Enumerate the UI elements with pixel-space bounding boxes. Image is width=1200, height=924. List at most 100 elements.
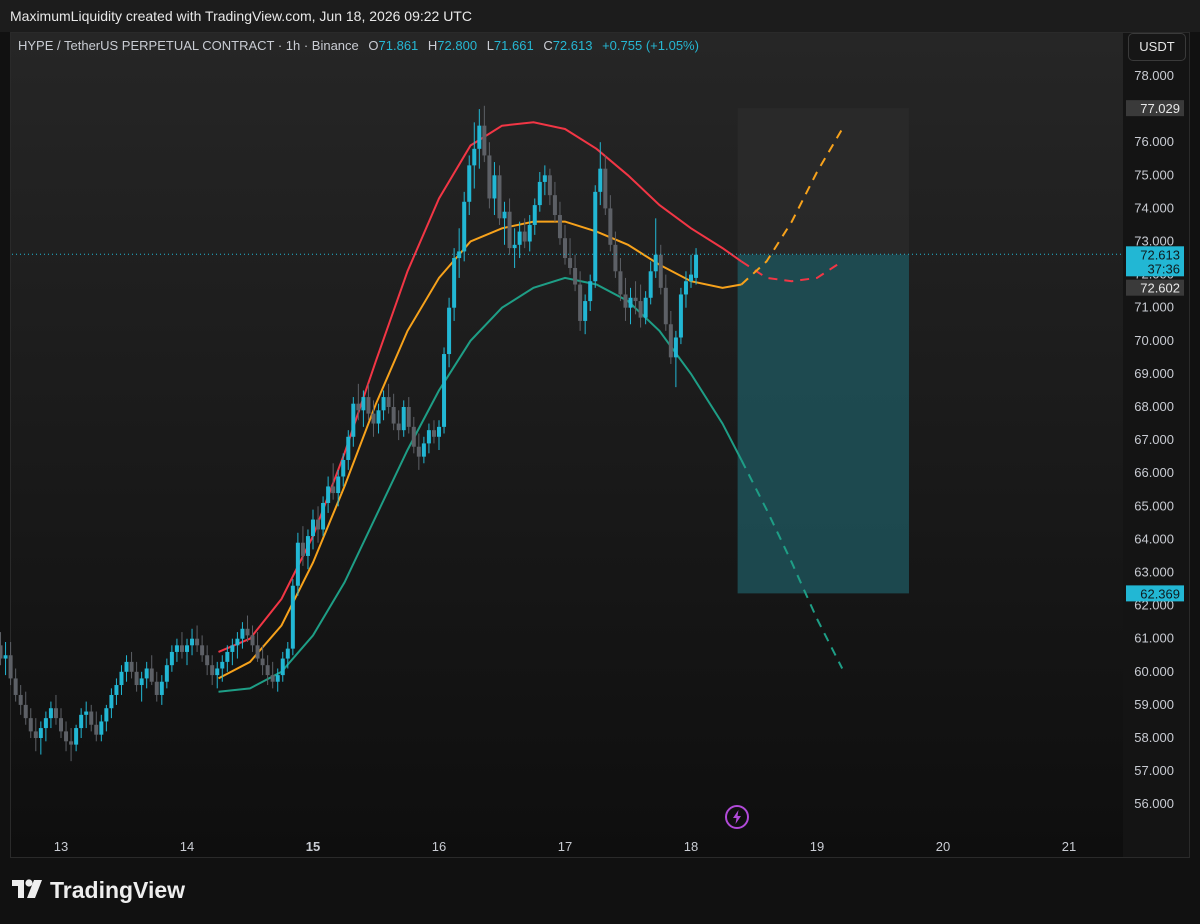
candle-body xyxy=(401,407,406,431)
candle-body xyxy=(361,397,366,411)
price-label-box xyxy=(1126,279,1184,296)
candle-body xyxy=(613,244,618,272)
candle-body xyxy=(557,215,562,239)
x-tick-label: 20 xyxy=(936,839,950,854)
candle-body xyxy=(200,645,205,656)
candle-body xyxy=(477,125,482,149)
stop-loss-zone[interactable] xyxy=(737,108,909,255)
price-label: 77.029 xyxy=(1140,101,1180,116)
candle-body xyxy=(235,638,240,646)
tradingview-logo-icon[interactable] xyxy=(12,876,48,906)
symbol-legend: HYPE / TetherUS PERPETUAL CONTRACT · 1h … xyxy=(18,38,699,54)
candle-body xyxy=(240,628,245,639)
attribution-text: MaximumLiquidity created with TradingVie… xyxy=(10,8,472,24)
candle-body xyxy=(59,718,63,732)
y-tick-label: 75.000 xyxy=(1134,167,1174,182)
candle-body xyxy=(255,645,260,659)
symbol-title[interactable]: HYPE / TetherUS PERPETUAL CONTRACT · 1h … xyxy=(18,38,359,53)
candle-body xyxy=(411,426,416,447)
x-tick-label: 21 xyxy=(1062,839,1076,854)
candle-body xyxy=(33,731,38,738)
candle-body xyxy=(351,403,356,437)
price-label-box xyxy=(1126,260,1184,277)
candle-body xyxy=(568,258,573,268)
candle-body xyxy=(452,258,457,308)
candle-body xyxy=(28,718,33,732)
x-tick-label: 18 xyxy=(684,839,698,854)
y-tick-label: 76.000 xyxy=(1134,134,1174,149)
open-value: 71.861 xyxy=(378,38,419,53)
candle-body xyxy=(94,724,99,735)
candle-body xyxy=(265,665,270,676)
candle-body xyxy=(431,430,436,437)
candle-body xyxy=(149,668,154,682)
curve-middle xyxy=(218,220,742,680)
candle-body xyxy=(618,271,623,295)
candle-body xyxy=(648,271,653,298)
low-value: 71.661 xyxy=(493,38,534,53)
candle-body xyxy=(84,711,89,715)
candle-body xyxy=(507,211,512,249)
candle-body xyxy=(23,704,28,719)
candle-body xyxy=(598,168,603,192)
price-label: 62.369 xyxy=(1140,586,1180,601)
candle-body xyxy=(316,519,321,530)
candle-body xyxy=(300,542,305,556)
footer xyxy=(0,858,1200,924)
price-label: 72.602 xyxy=(1140,281,1180,296)
candle-body xyxy=(164,665,169,682)
currency-button[interactable]: USDT xyxy=(1128,33,1186,61)
candle-body xyxy=(43,718,48,729)
candle-body xyxy=(321,502,326,530)
candle-body xyxy=(437,426,441,437)
low-key: L xyxy=(486,38,494,53)
candle-body xyxy=(341,459,346,477)
candle-body xyxy=(593,191,598,282)
candle-body xyxy=(285,648,290,659)
candle-body xyxy=(552,195,557,216)
y-tick-label: 61.000 xyxy=(1134,631,1174,646)
candle-body xyxy=(13,678,18,695)
y-tick-label: 57.000 xyxy=(1134,763,1174,778)
candle-body xyxy=(104,708,109,722)
candle-body xyxy=(129,661,134,672)
attribution-bar: MaximumLiquidity created with TradingVie… xyxy=(0,0,1200,32)
candle-body xyxy=(275,675,280,682)
y-tick-label: 71.000 xyxy=(1134,300,1174,315)
candle-body xyxy=(517,231,522,245)
candle-body xyxy=(573,267,578,285)
candle-body xyxy=(0,645,3,659)
candle-body xyxy=(134,671,139,686)
candle-body xyxy=(250,635,255,646)
projection-upper-proj xyxy=(740,260,843,283)
candle-body xyxy=(210,665,215,676)
candle-body xyxy=(462,201,467,252)
candle-body xyxy=(512,244,517,249)
candle-body xyxy=(74,728,79,745)
candle-body xyxy=(144,668,149,679)
lightning-bolt-icon[interactable] xyxy=(724,804,750,830)
candle-body xyxy=(537,181,542,206)
candle-body xyxy=(311,519,315,537)
x-tick-label: 13 xyxy=(54,839,68,854)
candle-body xyxy=(114,685,119,695)
candle-body xyxy=(416,446,421,457)
brand-name[interactable]: TradingView xyxy=(50,877,186,903)
candle-body xyxy=(638,301,643,318)
candle-body xyxy=(371,413,376,424)
y-tick-label: 74.000 xyxy=(1134,200,1174,215)
candle-body xyxy=(482,125,487,156)
candle-body xyxy=(356,403,361,411)
candle-body xyxy=(542,175,547,182)
y-tick-label: 59.000 xyxy=(1134,697,1174,712)
candle-body xyxy=(583,301,588,321)
candle-body xyxy=(447,307,452,355)
open-key: O xyxy=(368,38,379,53)
candle-body xyxy=(124,661,129,672)
candle-body xyxy=(119,671,124,686)
take-profit-zone[interactable] xyxy=(737,254,909,594)
y-tick-label: 69.000 xyxy=(1134,366,1174,381)
change-value: +0.755 (+1.05%) xyxy=(602,38,699,53)
candle-body xyxy=(99,721,104,735)
